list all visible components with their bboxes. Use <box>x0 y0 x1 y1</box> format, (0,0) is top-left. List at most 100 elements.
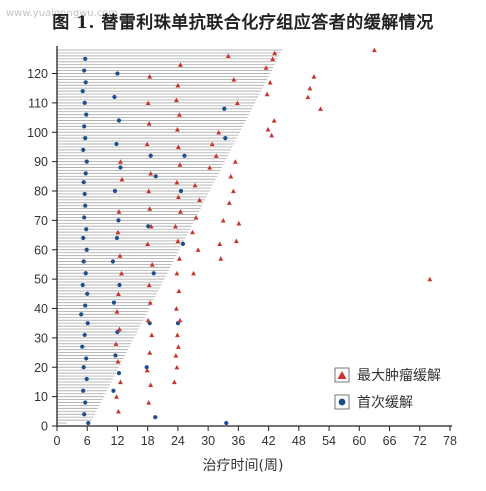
max-response-point <box>174 270 180 276</box>
max-response-point <box>146 121 152 126</box>
legend-label-max-response: 最大肿瘤缓解 <box>357 367 441 384</box>
first-response-point <box>82 412 87 417</box>
first-response-layer <box>79 56 229 426</box>
max-response-point <box>145 100 151 106</box>
first-response-point <box>83 80 88 85</box>
max-response-point <box>191 270 196 276</box>
max-response-point <box>144 141 150 147</box>
max-response-point <box>118 379 123 385</box>
max-response-point <box>115 358 121 364</box>
first-response-point <box>86 420 91 426</box>
max-response-point <box>195 247 201 252</box>
first-response-point <box>222 106 227 111</box>
first-response-point <box>84 159 89 164</box>
first-response-point <box>112 94 117 100</box>
max-response-point <box>236 220 242 226</box>
legend-box <box>334 367 350 383</box>
max-response-point <box>147 300 153 305</box>
max-response-point <box>114 394 119 399</box>
legend-item-max-response: 最大肿瘤缓解 <box>334 367 441 384</box>
max-response-point <box>117 326 122 332</box>
first-response-point <box>224 420 229 426</box>
max-response-point <box>149 262 155 267</box>
max-response-point <box>147 350 153 355</box>
first-response-point <box>82 191 87 197</box>
first-response-point <box>85 321 90 326</box>
max-response-point <box>174 97 179 103</box>
x-tick-label: 72 <box>413 434 427 448</box>
legend: 最大肿瘤缓解 首次缓解 <box>334 367 441 411</box>
x-tick-label: 66 <box>383 434 397 448</box>
max-response-point <box>271 118 277 123</box>
max-response-point <box>149 332 155 338</box>
first-response-point <box>82 100 87 105</box>
first-response-point <box>85 291 90 296</box>
max-response-point <box>174 306 179 311</box>
max-response-point <box>174 179 180 185</box>
x-tick-label: 24 <box>171 434 185 448</box>
first-response-point <box>151 271 156 276</box>
legend-label-first-response: 首次缓解 <box>357 395 413 411</box>
first-response-point <box>79 312 84 317</box>
max-response-point <box>176 288 182 294</box>
first-response-point <box>80 89 85 94</box>
x-tick-label: 78 <box>443 434 457 448</box>
x-tick-label: 6 <box>84 434 91 448</box>
max-response-point <box>213 153 219 158</box>
max-response-point <box>372 47 377 53</box>
y-tick-label: 30 <box>34 331 48 345</box>
first-response-point <box>84 356 89 361</box>
max-response-point <box>263 65 269 70</box>
max-response-point <box>145 241 151 247</box>
first-response-point <box>114 141 119 147</box>
max-response-point <box>119 176 125 182</box>
x-tick-label: 30 <box>201 434 215 448</box>
first-response-point <box>83 136 88 141</box>
x-tick-label: 48 <box>292 434 306 448</box>
max-response-point <box>147 74 153 79</box>
max-response-point <box>175 332 180 338</box>
first-response-point <box>115 71 120 76</box>
y-tick-label: 20 <box>34 361 48 375</box>
first-response-point <box>113 353 118 358</box>
max-response-point <box>177 112 182 117</box>
first-response-point <box>112 188 118 194</box>
first-response-point <box>223 136 228 141</box>
first-response-point <box>81 147 86 152</box>
max-response-point <box>175 82 181 88</box>
first-response-point <box>81 180 86 185</box>
triangle-icon <box>337 371 347 379</box>
first-response-point <box>83 303 88 308</box>
max-response-point <box>307 85 313 91</box>
first-response-point <box>80 282 85 288</box>
x-tick-label: 0 <box>54 434 61 448</box>
max-response-point <box>173 223 178 229</box>
max-response-point <box>116 408 121 414</box>
first-response-point <box>148 153 153 158</box>
first-response-point <box>153 174 158 179</box>
first-response-point <box>82 68 87 73</box>
y-tick-label: 70 <box>34 214 48 228</box>
max-response-layer <box>113 47 433 414</box>
first-response-point <box>116 218 121 223</box>
max-response-point <box>144 367 150 373</box>
max-response-point <box>174 364 180 370</box>
max-response-point <box>171 379 177 385</box>
first-response-point <box>84 247 89 252</box>
first-response-point <box>80 344 85 349</box>
x-tick-label: 36 <box>231 434 245 448</box>
max-response-point <box>176 194 181 200</box>
max-response-point <box>147 206 153 211</box>
max-response-point <box>190 229 195 235</box>
max-response-point <box>146 400 152 405</box>
max-response-point <box>177 162 183 167</box>
first-response-point <box>116 371 122 376</box>
max-response-point <box>272 50 278 56</box>
first-response-point <box>83 271 88 276</box>
max-response-point <box>148 223 154 229</box>
max-response-point <box>116 291 121 296</box>
max-response-point <box>207 165 213 170</box>
first-response-point <box>82 124 87 129</box>
max-response-point <box>318 106 323 111</box>
